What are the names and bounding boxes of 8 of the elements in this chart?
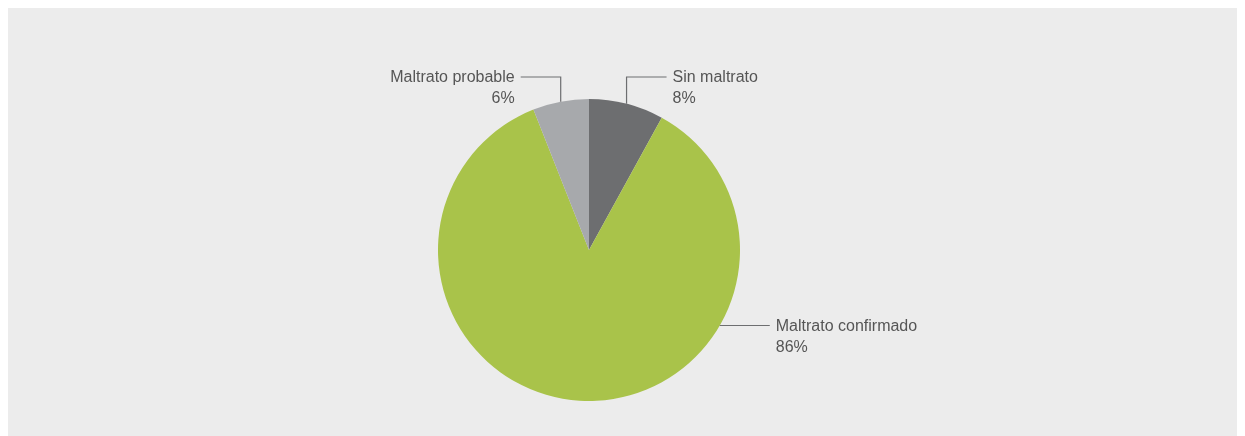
data-label: 8% [672, 89, 696, 106]
data-label: 86% [775, 337, 808, 355]
slice-label: Sin maltrato [672, 68, 759, 85]
slice-label: Maltrato probable [390, 68, 515, 85]
slice-label: Maltrato confirmado [775, 316, 918, 334]
data-label: 6% [491, 89, 515, 106]
pie-slice [438, 109, 740, 401]
pie-slice [533, 99, 589, 250]
